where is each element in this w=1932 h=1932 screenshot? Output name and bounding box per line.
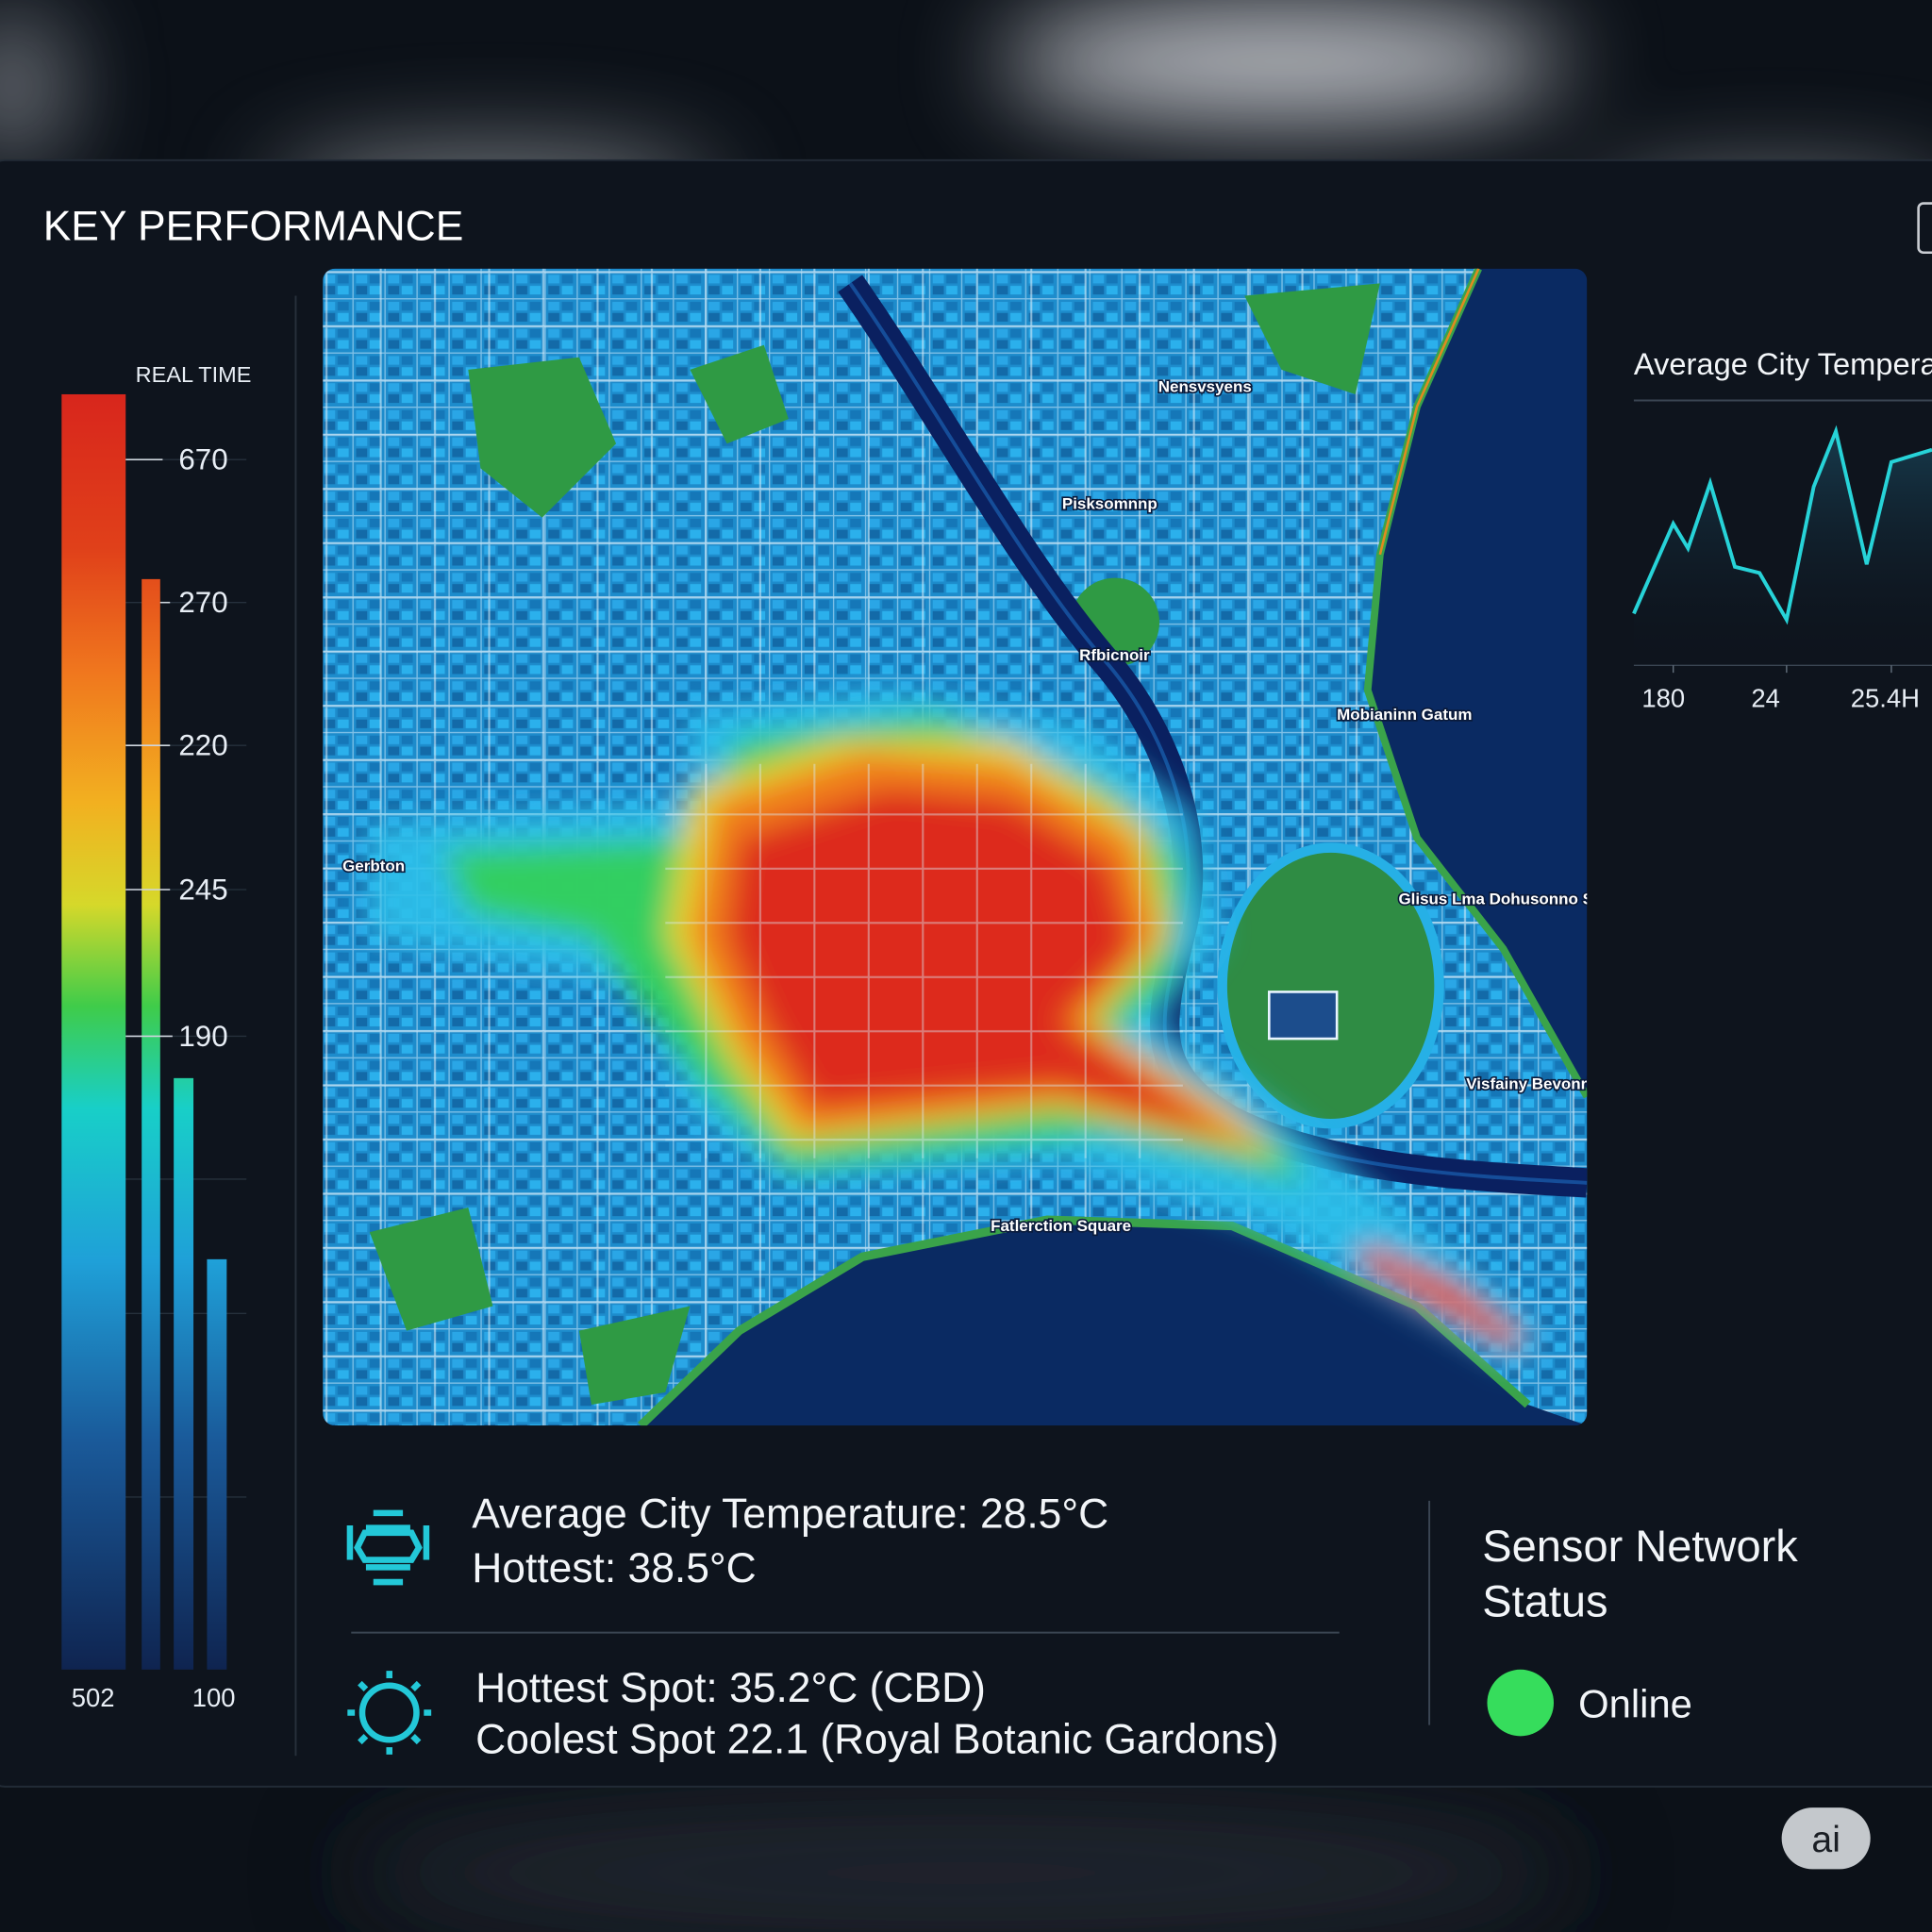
stat-line: Average City Temperature: 28.5°C <box>472 1491 1108 1538</box>
stat-line: Coolest Spot 22.1 (Royal Botanic Gardons… <box>475 1717 1278 1763</box>
panel-button[interactable] <box>1917 202 1932 255</box>
gauge-tick-label: 670 <box>178 443 227 476</box>
stat-line: Hottest: 38.5°C <box>472 1545 757 1591</box>
gauge-max-label: 100 <box>192 1683 236 1712</box>
gauge-tick-label: 190 <box>178 1020 227 1053</box>
gauge-tick-label: 220 <box>178 729 227 762</box>
heat-map: Nensvsyens Pisksomnnp Rfbicnoir Mobianin… <box>323 268 1637 1426</box>
gauge-tick-label: 270 <box>178 586 227 619</box>
trend-ticks <box>1673 665 1892 674</box>
map-label: Rfbicnoir <box>1079 646 1150 664</box>
gauge-tick-label: 245 <box>178 873 227 906</box>
trend-line <box>1632 425 1932 625</box>
ai-badge <box>1781 1807 1871 1870</box>
panel-title: KEY PERFORMANCE <box>43 204 464 250</box>
sensor-status: Online <box>1578 1682 1692 1726</box>
trend-title: Average City Temperature <box>1634 346 1932 381</box>
spot-icon <box>347 1671 432 1755</box>
trend-x-label: 25.4H <box>1851 684 1920 713</box>
trend-x-label: 180 <box>1641 684 1685 713</box>
map-label: Glisus Lma Dohusonno Square <box>1398 891 1637 908</box>
status-dot <box>1487 1669 1555 1737</box>
stat-line: Hottest Spot: 35.2°C (CBD) <box>475 1665 986 1711</box>
gauge-bar <box>142 578 160 1670</box>
gauge-min-label: 502 <box>72 1683 115 1712</box>
map-label: Gerbton <box>342 857 405 874</box>
map-label: Nensvsyens <box>1158 377 1252 395</box>
map-label: Mobianinn Gatum <box>1337 706 1472 724</box>
trend-x-label: 24 <box>1751 684 1779 713</box>
sensor-title: Sensor Network Status <box>1482 1520 1798 1627</box>
gauge-bar <box>207 1258 227 1670</box>
gauge-tick-marks <box>125 458 173 1038</box>
map-label: Visfainy Bevonrion <box>1466 1075 1610 1093</box>
gauge-label: REAL TIME <box>136 362 252 387</box>
sensor-title-box: Sensor Network Status <box>1482 1520 1798 1627</box>
gauge-bar <box>61 393 126 1670</box>
gauge-bar <box>174 1077 194 1670</box>
map-label: Pisksomnnp <box>1062 494 1158 512</box>
ai-badge-text: ai <box>1811 1820 1840 1860</box>
map-label: Fatlerction Square <box>991 1217 1131 1235</box>
temperature-icon <box>346 1509 430 1586</box>
